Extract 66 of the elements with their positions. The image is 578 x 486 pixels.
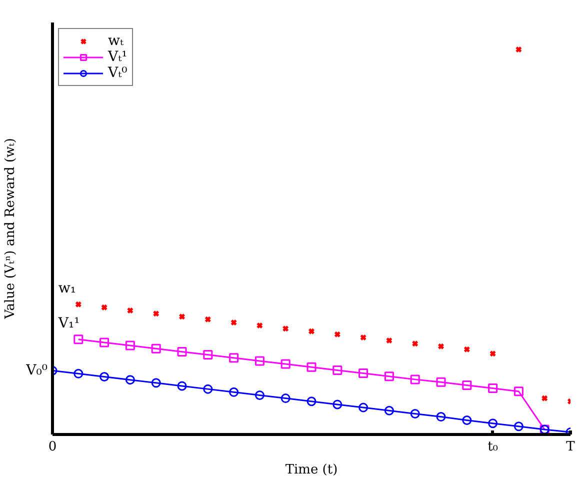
annotation: V₀⁰ bbox=[25, 362, 48, 379]
point bbox=[204, 316, 212, 323]
point bbox=[203, 350, 213, 360]
point bbox=[74, 334, 84, 344]
point bbox=[332, 400, 342, 410]
point bbox=[489, 350, 496, 358]
point bbox=[75, 300, 82, 308]
x-tick-label: T bbox=[566, 440, 576, 454]
point bbox=[203, 384, 213, 394]
x-axis-title: Time (t) bbox=[285, 462, 338, 478]
point bbox=[100, 304, 108, 311]
point bbox=[332, 365, 342, 375]
point bbox=[436, 412, 446, 422]
point bbox=[256, 322, 264, 329]
point bbox=[410, 408, 420, 418]
y-axis-title: Value (Vₜⁿ) and Reward (wₜ) bbox=[3, 138, 18, 320]
point bbox=[514, 386, 524, 396]
point bbox=[541, 394, 548, 402]
point bbox=[178, 313, 186, 320]
legend-label: Vₜ¹ bbox=[108, 49, 128, 65]
point bbox=[384, 406, 394, 416]
point bbox=[515, 46, 522, 53]
point bbox=[230, 319, 238, 326]
point bbox=[280, 394, 290, 404]
point bbox=[254, 356, 264, 366]
point bbox=[177, 381, 187, 391]
point bbox=[125, 375, 135, 385]
x-tick-label: 0 bbox=[48, 440, 57, 454]
point bbox=[308, 328, 315, 335]
point bbox=[306, 396, 316, 406]
x-tick-label: t₀ bbox=[488, 440, 498, 454]
point bbox=[438, 342, 444, 350]
point bbox=[464, 346, 470, 353]
point bbox=[229, 387, 239, 397]
point bbox=[282, 325, 289, 332]
point bbox=[358, 368, 368, 378]
point bbox=[126, 307, 134, 314]
point bbox=[306, 362, 316, 372]
point bbox=[436, 377, 446, 387]
point bbox=[229, 353, 239, 363]
point bbox=[125, 340, 135, 350]
point bbox=[412, 340, 418, 347]
legend-label: Vₜ⁰ bbox=[108, 65, 128, 81]
point bbox=[488, 418, 498, 428]
point bbox=[151, 344, 161, 354]
point bbox=[100, 372, 110, 382]
point bbox=[334, 331, 341, 338]
point bbox=[100, 338, 110, 348]
point bbox=[462, 380, 472, 390]
point bbox=[384, 372, 394, 382]
legend-label: wₜ bbox=[108, 33, 124, 49]
point bbox=[74, 368, 84, 378]
point bbox=[254, 390, 264, 400]
point bbox=[514, 422, 524, 432]
annotation: V₁¹ bbox=[57, 315, 80, 332]
annotation: w₁ bbox=[58, 280, 76, 296]
point bbox=[280, 359, 290, 369]
point bbox=[386, 337, 393, 344]
point bbox=[462, 416, 472, 425]
point bbox=[410, 374, 420, 384]
point bbox=[358, 402, 368, 412]
point bbox=[152, 310, 160, 317]
point bbox=[151, 378, 161, 388]
point bbox=[488, 384, 498, 394]
point bbox=[177, 346, 187, 356]
point bbox=[360, 334, 367, 341]
